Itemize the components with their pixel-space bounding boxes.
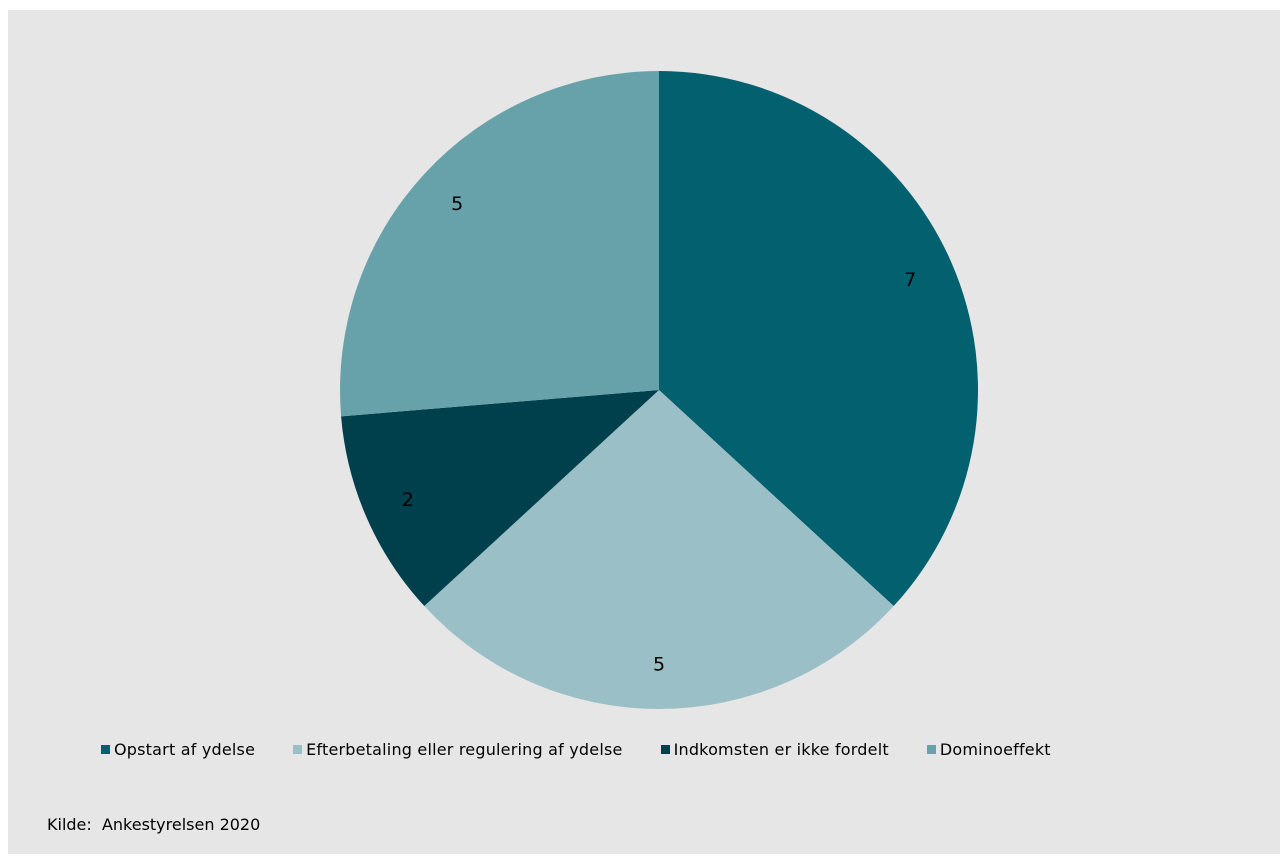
legend-label: Opstart af ydelse [114,739,256,759]
legend-swatch [101,744,110,754]
legend-item-indkomsten-er-ikke-fordelt: Indkomsten er ikke fordelt [660,739,889,759]
data-label-dominoeffekt: 5 [451,193,463,215]
legend-item-opstart-af-ydelse: Opstart af ydelse [101,740,255,759]
chart-panel: 7 5 2 5 Opstart af ydelse Efterbetaling elle… [8,10,1280,854]
legend-swatch [926,744,936,754]
legend-swatch [660,744,670,754]
legend-label: Efterbetaling eller regulering af ydelse [306,739,623,759]
pie-slice-opstart-af-ydelse [659,71,979,607]
pie-slice-dominoeffekt [340,71,659,417]
data-label-indkomsten-er-ikke-fordelt: 2 [402,489,414,511]
chart-legend: Opstart af ydelse Efterbetaling eller reg… [101,737,1051,761]
legend-label: Dominoeffekt [939,739,1051,759]
pie-slices [340,71,979,710]
legend-swatch [293,744,303,754]
data-label-efterbetaling-eller-regulering-af-ydelse: 5 [653,653,665,675]
source-note: Kilde: Ankestyrelsen 2020 [47,815,261,834]
data-label-opstart-af-ydelse: 7 [904,269,916,291]
pie-chart: 7 5 2 5 [340,71,979,710]
legend-item-efterbetaling-eller-regulering-af-ydelse: Efterbetaling eller regulering af ydelse [293,740,622,759]
legend-item-dominoeffekt: Dominoeffekt [926,739,1051,759]
pie-data-labels: 7 5 2 5 [402,193,917,675]
pie-slice-efterbetaling-eller-regulering-af-ydelse [424,390,894,710]
legend-label: Indkomsten er ikke fordelt [673,739,889,759]
pie-slice-indkomsten-er-ikke-fordelt [341,390,659,607]
